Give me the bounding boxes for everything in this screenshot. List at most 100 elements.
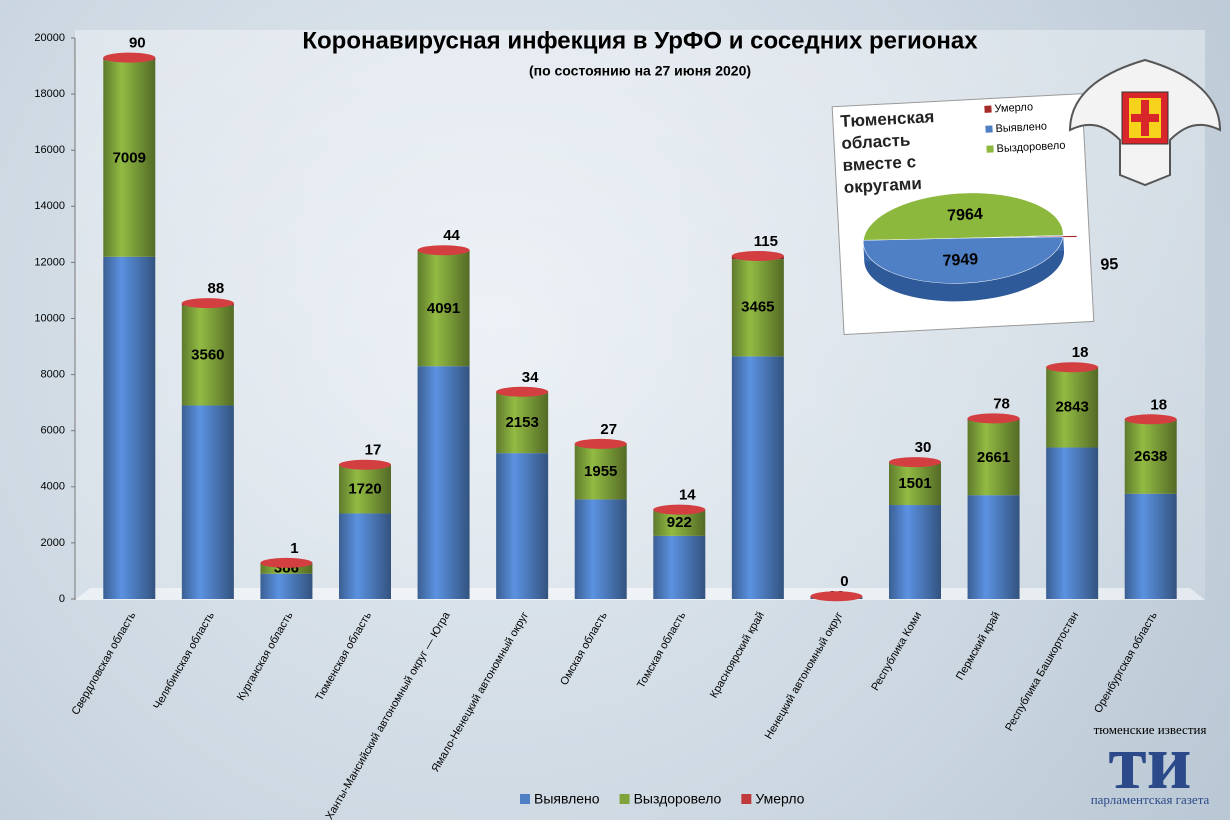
bar-segment — [260, 573, 313, 599]
x-tick-label: Пермский край — [954, 610, 1003, 682]
x-tick-label: Республика Коми — [869, 610, 924, 693]
bar-segment — [967, 420, 1020, 496]
data-label: 7949 — [942, 251, 979, 270]
data-label: 1720 — [348, 480, 381, 497]
bar-segment — [339, 513, 391, 599]
bar-cap — [181, 298, 234, 309]
x-tick-label: Республика Башкортостан — [1003, 610, 1081, 733]
x-tick-label: Курганская область — [235, 610, 296, 703]
y-tick-label: 8000 — [41, 369, 65, 381]
data-label: 17 — [365, 442, 382, 459]
bar-cap — [810, 591, 863, 602]
legend-swatch — [985, 125, 993, 133]
data-label: 18 — [1072, 344, 1089, 361]
data-label: 18 — [1150, 396, 1167, 413]
bar-segment — [1124, 419, 1177, 494]
bar-segment — [260, 562, 313, 574]
y-tick-label: 18000 — [34, 88, 65, 100]
data-label: 44 — [443, 227, 460, 244]
x-tick-label: Тюменская область — [313, 610, 374, 703]
bar-segment — [181, 305, 234, 406]
data-label: 88 — [208, 280, 225, 297]
x-tick-label: Оренбургская область — [1092, 610, 1160, 715]
bar-segment — [574, 499, 627, 599]
legend-label: Умерло — [994, 101, 1033, 115]
x-tick-label: Ямало-Ненецкий автономный округ — [429, 610, 531, 774]
x-tick-label: Томская область — [635, 610, 689, 691]
data-label: 30 — [915, 439, 932, 456]
floor — [75, 588, 1205, 600]
pie: 95 7949 7964 Умерло Выявлено Выздоровело — [863, 101, 1119, 302]
legend-swatch — [741, 794, 752, 804]
bar-cap — [103, 52, 156, 63]
bar-segment — [889, 462, 941, 506]
bar-segment — [417, 251, 470, 367]
chart-subtitle: (по состоянию на 27 июня 2020) — [529, 63, 751, 79]
data-label: 90 — [129, 35, 146, 52]
x-tick-label: Челябинская область — [151, 610, 217, 712]
bar-cap — [339, 459, 391, 470]
bar-segment — [731, 356, 784, 599]
legend-label: Выздоровело — [996, 140, 1065, 156]
bar-segment — [496, 392, 549, 454]
bar-segment — [496, 453, 549, 599]
data-label: 2661 — [977, 449, 1010, 466]
legend-label: Выявлено — [534, 791, 600, 807]
bar-segment — [1124, 493, 1177, 599]
data-label: 115 — [754, 233, 778, 250]
data-label: 1 — [290, 540, 298, 557]
x-tick-label: Ханты-Мансийский автономный округ — Югра — [323, 609, 453, 820]
brand-top: тюменские известия — [1094, 722, 1207, 737]
pie-slice — [863, 236, 1064, 284]
x-tick-label: Красноярский край — [708, 610, 767, 700]
y-tick-label: 4000 — [41, 481, 65, 493]
bar-segment — [653, 535, 706, 599]
bar-cap — [417, 245, 470, 256]
data-label: 78 — [993, 395, 1010, 412]
y-tick-label: 0 — [59, 593, 65, 605]
data-label: 7009 — [113, 149, 146, 166]
x-tick-label: Ненецкий автономный округ — [763, 610, 846, 741]
brand-bottom: парламентская газета — [1091, 792, 1210, 807]
emblem — [1068, 58, 1222, 187]
chart-title: Коронавирусная инфекция в УрФО и соседни… — [302, 27, 978, 54]
data-label: 4091 — [427, 300, 460, 317]
legend-label: Выявлено — [995, 121, 1047, 136]
bar-segment — [574, 444, 627, 500]
legend-label: Выздоровело — [634, 791, 722, 807]
data-label: 2843 — [1055, 399, 1088, 416]
y-tick-label: 16000 — [34, 144, 65, 156]
bar-segment — [103, 256, 156, 599]
legend-label: Умерло — [755, 791, 804, 807]
data-label: 3465 — [741, 299, 774, 316]
legend-swatch — [619, 794, 630, 804]
legend-swatch — [520, 794, 530, 804]
brand-mark: ти — [1108, 718, 1191, 805]
inset-title: Тюменская область вместе с округами — [839, 107, 935, 197]
bar-segment — [181, 405, 234, 599]
bar-segment — [967, 495, 1020, 599]
bar-segment — [1046, 367, 1099, 448]
bar-segment — [339, 465, 391, 514]
data-label: 1955 — [584, 463, 617, 480]
x-tick-label: Омская область — [558, 610, 610, 688]
y-tick-label: 20000 — [34, 32, 65, 44]
data-label: 95 — [1100, 256, 1119, 274]
data-label: 34 — [522, 369, 539, 386]
x-tick-label: Свердловская область — [70, 610, 139, 717]
data-label: 2153 — [505, 414, 538, 431]
bar-cap — [574, 438, 627, 449]
data-label: 27 — [600, 421, 617, 438]
y-tick-label: 6000 — [41, 425, 65, 437]
y-tick-label: 10000 — [34, 312, 65, 324]
bar-cap — [1124, 414, 1177, 425]
bar-segment — [889, 505, 941, 599]
bar-cap — [967, 413, 1020, 424]
bar-cap — [653, 504, 706, 515]
data-label: 7964 — [947, 206, 984, 225]
data-label: 1501 — [898, 475, 931, 492]
data-label: 3560 — [191, 346, 224, 363]
legend-swatch — [986, 145, 994, 153]
